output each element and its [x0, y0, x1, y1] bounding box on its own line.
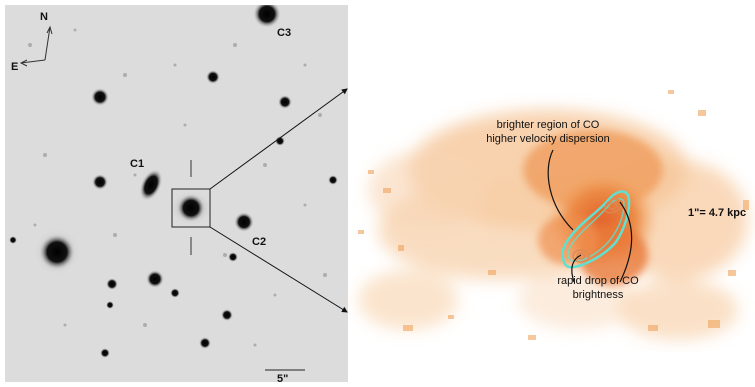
scale-bar-label: 5" [277, 373, 288, 382]
galaxy-c2 [234, 212, 254, 232]
label-c2: C2 [252, 236, 266, 248]
label-c3: C3 [277, 27, 291, 39]
optical-image-panel: N E C1 C2 C3 5" [5, 5, 348, 382]
co-map-panel: brighter region of CO higher velocity di… [348, 70, 755, 352]
co-emission-map: brighter region of CO higher velocity di… [348, 70, 755, 352]
compass-east: E [11, 61, 18, 73]
label-c1: C1 [130, 158, 144, 170]
annotation-bottom-line1: rapid drop of CO [557, 275, 639, 287]
annotation-top-line1: brighter region of CO [497, 119, 600, 131]
annotation-bottom-line2: brightness [573, 289, 624, 301]
target-galaxy [177, 194, 205, 222]
annotation-top-line2: higher velocity dispersion [486, 133, 610, 145]
optical-image: N E C1 C2 C3 5" [5, 5, 348, 382]
scale-label: 1"= 4.7 kpc [688, 207, 746, 219]
compass-north: N [40, 11, 48, 23]
